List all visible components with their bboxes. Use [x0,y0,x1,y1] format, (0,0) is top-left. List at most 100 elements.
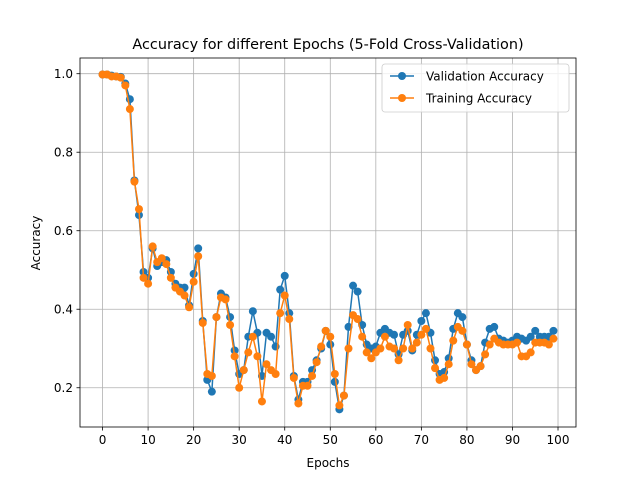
x-tick-label: 80 [459,433,474,447]
x-tick-label: 90 [505,433,520,447]
data-point [549,326,558,335]
y-tick-label: 0.2 [54,381,73,395]
legend-marker [398,72,406,80]
data-point [271,370,280,379]
data-point [121,81,130,90]
data-point [285,315,294,324]
data-point [444,360,453,369]
data-point [376,344,385,353]
data-point [189,277,198,286]
data-point [358,332,367,341]
data-point [353,287,362,296]
data-point [207,371,216,380]
data-point [380,332,389,341]
data-point [226,320,235,329]
data-point [230,346,239,355]
data-point [349,281,358,290]
x-tick-label: 0 [99,433,107,447]
data-point [476,362,485,371]
legend: Validation Accuracy Training Accuracy [381,63,570,113]
data-point [125,105,134,114]
data-point [194,252,203,261]
data-point [417,330,426,339]
data-point [394,356,403,365]
y-axis-label: Accuracy [29,216,43,271]
chart-title: Accuracy for different Epochs (5-Fold Cr… [132,37,523,53]
data-point [440,373,449,382]
data-point [330,370,339,379]
data-point [458,313,467,322]
data-point [294,399,303,408]
y-tick-label: 0.4 [54,303,73,317]
x-tick-label: 10 [140,433,155,447]
data-point [362,348,371,357]
data-point [449,336,458,345]
data-point [116,73,125,82]
data-point [130,177,139,186]
legend-marker [398,94,406,102]
data-point [431,364,440,373]
data-point [326,332,335,341]
data-point [549,334,558,343]
data-point [226,313,235,322]
data-point [162,260,171,269]
plot-frame [79,57,577,428]
x-tick-label: 20 [186,433,201,447]
y-tick-label: 1.0 [54,67,73,81]
data-point [308,371,317,380]
data-point [481,350,490,359]
data-point [544,340,553,349]
data-point [403,320,412,329]
data-point [531,326,540,335]
data-point [248,332,257,341]
data-point [390,344,399,353]
data-point [303,381,312,390]
legend-label: Training Accuracy [425,92,532,106]
data-point [417,317,426,326]
data-point [289,373,298,382]
data-point [239,366,248,375]
data-point [280,291,289,300]
data-point [235,383,244,392]
data-point [207,387,216,396]
data-point [267,332,276,341]
data-point [148,242,157,251]
data-point [353,315,362,324]
data-point [280,271,289,280]
data-point [189,269,198,278]
data-point [276,309,285,318]
data-point [421,309,430,318]
series-training-accuracy [98,70,558,410]
data-point [321,326,330,335]
data-point [462,340,471,349]
axes: 0 10 20 30 40 50 60 70 80 90 100 0.2 0.4 0.6 0.8 1.0 [54,67,570,447]
data-point [485,340,494,349]
data-point [144,279,153,288]
data-point [426,344,435,353]
y-tick-label: 0.6 [54,224,73,238]
grid-lines [80,58,576,427]
data-point [180,291,189,300]
data-point [157,254,166,263]
x-tick-label: 40 [277,433,292,447]
data-point [198,318,207,327]
data-point [221,295,230,304]
data-point [367,354,376,363]
data-point [344,344,353,353]
data-point [458,326,467,335]
x-tick-label: 30 [232,433,247,447]
data-point [212,313,221,322]
data-point [244,348,253,357]
data-point [399,344,408,353]
data-point [526,348,535,357]
data-point [230,352,239,361]
legend-label: Validation Accuracy [426,70,544,84]
data-point [490,322,499,331]
series-layer [98,70,558,414]
data-point [134,205,143,214]
data-point [262,360,271,369]
data-point [139,273,148,282]
data-point [194,244,203,253]
